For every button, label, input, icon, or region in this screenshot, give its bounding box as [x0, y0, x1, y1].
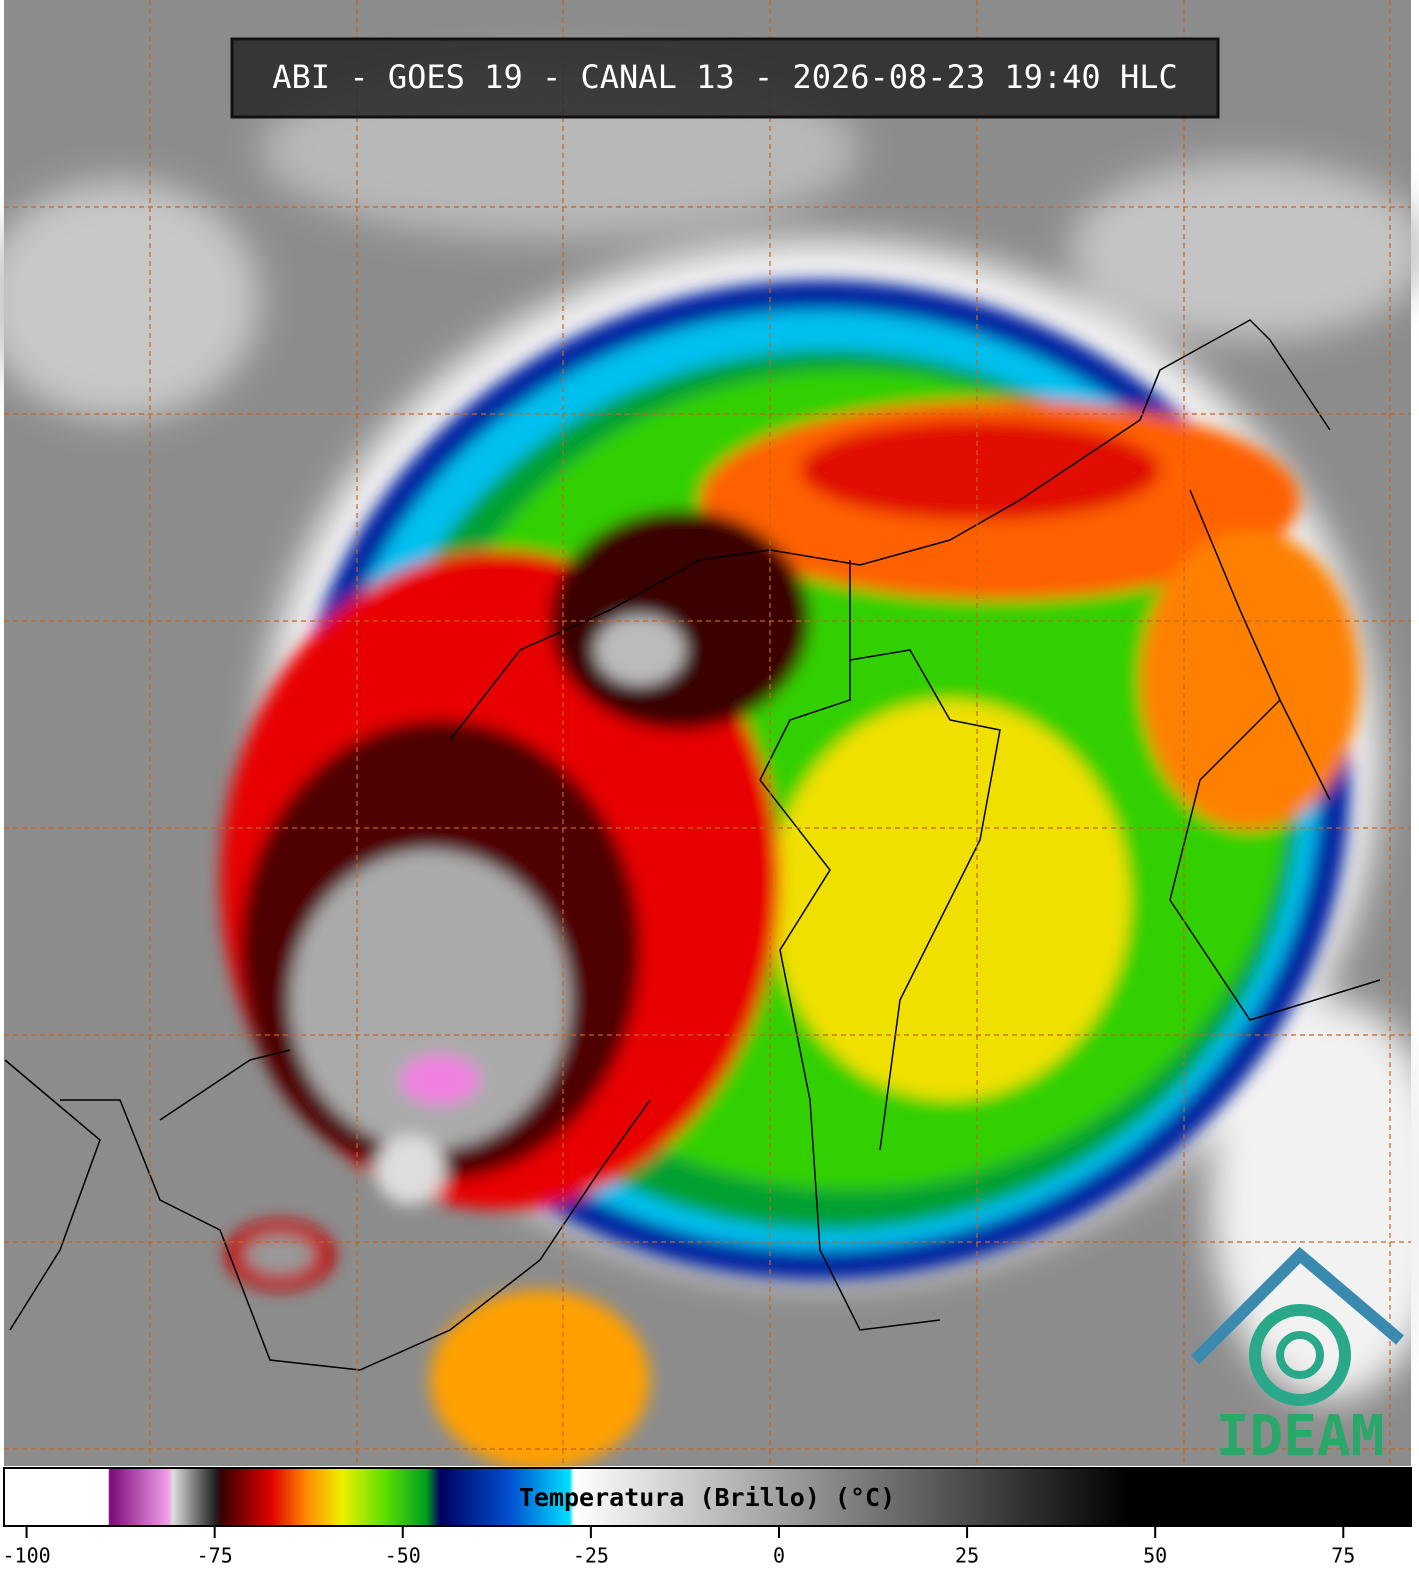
satellite-image: [0, 0, 1419, 1470]
tick-label: 0: [773, 1544, 785, 1568]
title: ABI - GOES 19 - CANAL 13 - 2026-08-23 19…: [272, 58, 1177, 96]
colorbar: Temperatura (Brillo) (°C): [3, 1467, 1412, 1527]
tick-label: 75: [1331, 1544, 1355, 1568]
logo-text: IDEAM: [1216, 1404, 1385, 1469]
logo: IDEAM: [1190, 1246, 1404, 1469]
colorbar-label: Temperatura (Brillo) (°C): [519, 1483, 895, 1512]
tick-label: -25: [573, 1544, 609, 1568]
tick-label: -100: [2, 1544, 50, 1568]
tick-label: -75: [197, 1544, 233, 1568]
tick-label: 25: [955, 1544, 979, 1568]
tick-label: 50: [1143, 1544, 1167, 1568]
tick-label: -50: [385, 1544, 421, 1568]
title-box: ABI - GOES 19 - CANAL 13 - 2026-08-23 19…: [230, 37, 1220, 119]
